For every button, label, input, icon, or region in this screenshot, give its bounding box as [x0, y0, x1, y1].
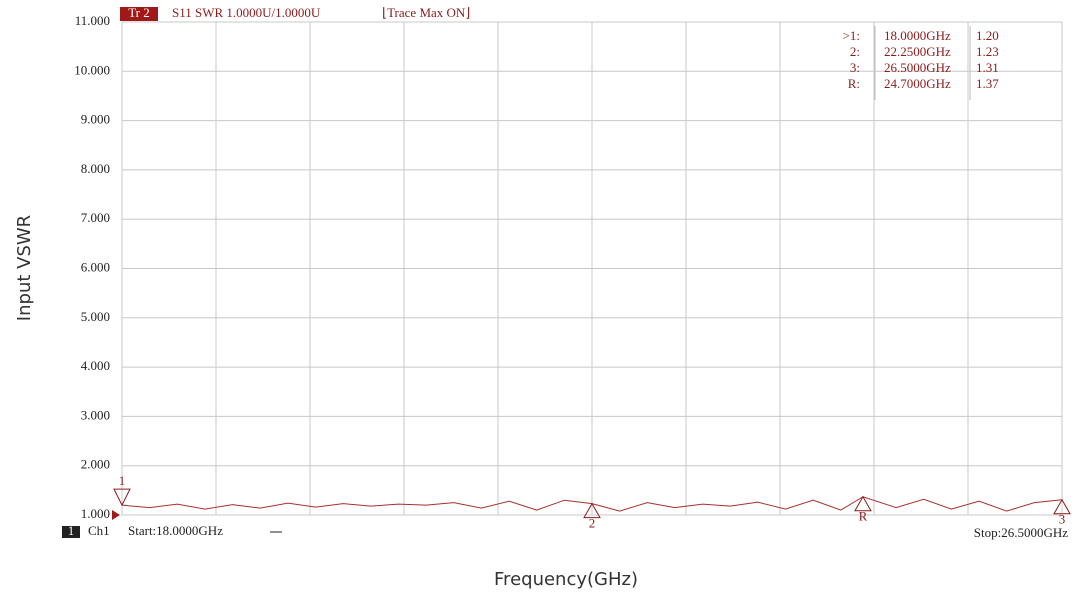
marker-freq: 18.0000GHz: [884, 28, 951, 43]
marker-row-label: 2:: [850, 44, 860, 59]
marker: [113, 488, 131, 507]
marker-name: 3: [1059, 512, 1066, 527]
y-tick-label: 5.000: [81, 309, 110, 324]
marker-name: 2: [589, 516, 596, 531]
trace-label: Tr 2: [128, 5, 150, 20]
marker-row-label: >1:: [843, 28, 860, 43]
y-tick-label: 10.000: [74, 62, 110, 77]
y-tick-label: 7.000: [81, 210, 110, 225]
marker-name: 1: [119, 473, 126, 488]
y-tick-label: 2.000: [81, 457, 110, 472]
y-axis-title: Input VSWR: [14, 215, 35, 321]
trace-info: S11 SWR 1.0000U/1.0000U: [172, 5, 321, 20]
marker-value: 1.37: [976, 76, 999, 91]
marker-row-label: R:: [848, 76, 860, 91]
marker-value: 1.31: [976, 60, 999, 75]
marker-value: 1.23: [976, 44, 999, 59]
y-tick-label: 9.000: [81, 112, 110, 127]
y-tick-label: 11.000: [75, 13, 110, 28]
marker: [854, 495, 872, 512]
marker-name: R: [859, 509, 868, 524]
marker-freq: 24.7000GHz: [884, 76, 951, 91]
trace-badge: [120, 7, 158, 21]
marker-freq: 22.2500GHz: [884, 44, 951, 59]
stop: Stop:26.5000GHz: [974, 525, 1068, 540]
reference-arrow: [112, 510, 120, 520]
y-tick-label: 8.000: [81, 161, 110, 176]
y-tick-label: 6.000: [81, 259, 110, 274]
y-tick-label: 3.000: [81, 407, 110, 422]
marker: [583, 502, 601, 519]
channel-number: 1: [68, 523, 75, 538]
y-tick-label: 1.000: [81, 506, 110, 521]
trace-mode: ⌊Trace Max ON⌋: [382, 5, 470, 20]
x-axis-title: Frequency(GHz): [494, 569, 638, 590]
y-tick-label: 4.000: [81, 358, 110, 373]
marker-value: 1.20: [976, 28, 999, 43]
channel-badge: [62, 526, 80, 538]
start: Start:18.0000GHz: [128, 523, 223, 538]
marker: [1053, 498, 1071, 515]
channel: Ch1: [88, 523, 110, 538]
marker-freq: 26.5000GHz: [884, 60, 951, 75]
marker-row-label: 3:: [850, 60, 860, 75]
